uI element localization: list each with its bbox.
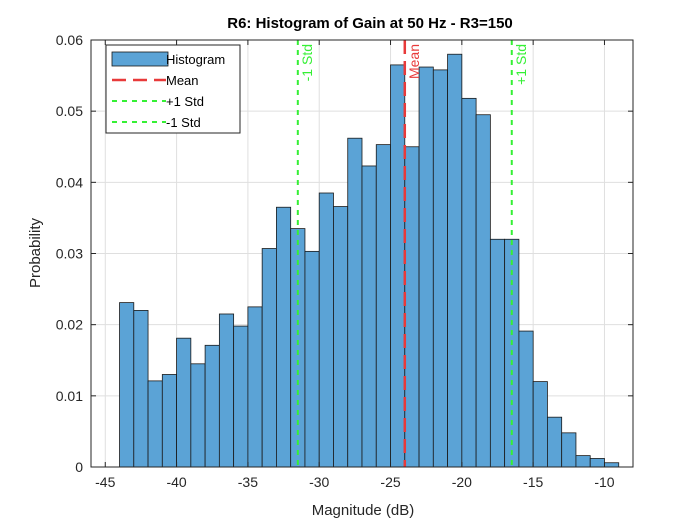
histogram-bar — [247, 306, 263, 468]
histogram-bar — [447, 53, 463, 468]
histogram-bar — [333, 206, 349, 468]
histogram-bar — [318, 192, 334, 468]
histogram-bar — [276, 206, 292, 468]
y-tick-label: 0.04 — [56, 174, 83, 190]
legend: Histogram Mean +1 Std -1 Std — [105, 44, 241, 134]
histogram-bar — [147, 380, 163, 468]
x-tick-label: -15 — [523, 474, 543, 490]
histogram-bar — [347, 137, 363, 468]
legend-histogram-swatch — [111, 51, 169, 67]
chart-title: R6: Histogram of Gain at 50 Hz - R3=150 — [227, 15, 513, 32]
histogram-bar — [532, 381, 548, 468]
x-tick-label: -40 — [166, 474, 186, 490]
histogram-bar — [261, 248, 277, 468]
legend-entry-label: +1 Std — [166, 94, 204, 109]
x-tick-label: -35 — [238, 474, 258, 490]
histogram-bar — [547, 416, 563, 468]
y-tick-label: 0.05 — [56, 103, 83, 119]
mean-line-label: Mean — [406, 44, 422, 79]
x-tick-label: -20 — [452, 474, 472, 490]
y-tick-label: 0.03 — [56, 246, 83, 262]
histogram-bar — [133, 310, 149, 468]
histogram-bar — [561, 432, 577, 468]
x-tick-label: -30 — [309, 474, 329, 490]
histogram-bar — [489, 238, 506, 468]
histogram-bar — [418, 66, 434, 468]
y-axis-title: Probability — [27, 217, 44, 288]
histogram-bar — [361, 165, 377, 468]
histogram-bar — [390, 64, 406, 468]
y-tick-label: 0.06 — [56, 32, 83, 48]
histogram-bar — [190, 363, 206, 468]
histogram-bar — [589, 458, 605, 468]
reference-lines — [296, 40, 513, 467]
x-tick-label: -45 — [95, 474, 115, 490]
x-tick-label: -10 — [594, 474, 614, 490]
y-tick-label: 0 — [75, 459, 83, 475]
histogram-bar — [432, 69, 448, 468]
histogram-bar — [475, 114, 491, 468]
axis-ticks — [91, 39, 633, 468]
legend-entry-label: -1 Std — [166, 115, 201, 130]
legend-entry-label: Mean — [166, 73, 199, 88]
histogram-bar — [404, 146, 420, 468]
histogram-bar — [518, 330, 534, 468]
histogram-bar — [218, 313, 235, 468]
histogram-bar — [375, 144, 391, 468]
histogram-bar — [233, 325, 249, 468]
histogram-bar — [461, 97, 477, 468]
histogram-bar — [575, 455, 591, 468]
y-tick-label: 0.01 — [56, 388, 83, 404]
histogram-bar — [604, 462, 620, 468]
x-axis-title: Magnitude (dB) — [312, 502, 415, 519]
reference-line-labels: Mean +1 Std -1 Std — [299, 44, 529, 85]
histogram-bar — [204, 344, 220, 468]
x-tick-labels: -45 -40 -35 -30 -25 -20 -15 -10 — [95, 474, 615, 490]
plus-std-line-label: +1 Std — [513, 44, 529, 85]
histogram-bar — [304, 250, 320, 468]
legend-entry-label: Histogram — [166, 52, 225, 67]
histogram-bars — [119, 53, 620, 468]
histogram-bar — [119, 302, 135, 468]
minus-std-line-label: -1 Std — [299, 44, 315, 81]
histogram-bar — [176, 337, 192, 468]
y-tick-label: 0.02 — [56, 317, 83, 333]
histogram-bar — [161, 374, 177, 468]
x-tick-label: -25 — [380, 474, 400, 490]
y-tick-labels: 0 0.01 0.02 0.03 0.04 0.05 0.06 — [56, 32, 83, 475]
